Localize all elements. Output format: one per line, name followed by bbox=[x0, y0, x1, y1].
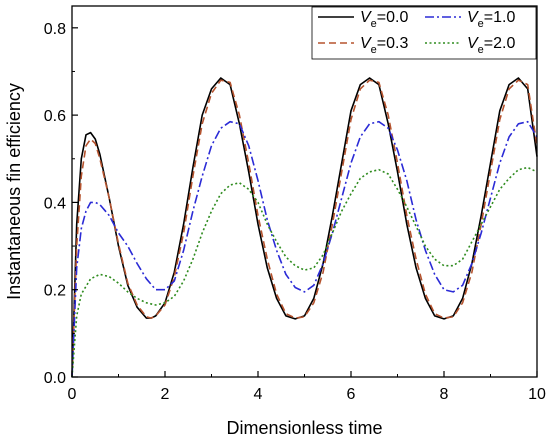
x-tick-label: 8 bbox=[440, 386, 449, 403]
x-tick-label: 4 bbox=[254, 386, 263, 403]
axis-ticks: 0 2 4 6 8 10 0.0 0.2 0.4 0.6 0.8 bbox=[44, 21, 546, 403]
y-tick-label: 0.0 bbox=[44, 370, 66, 387]
x-tick-label: 6 bbox=[347, 386, 356, 403]
y-tick-label: 0.4 bbox=[44, 195, 66, 212]
series-line-3 bbox=[71, 166, 538, 378]
legend-label-0: Ve=0.0 bbox=[360, 9, 408, 30]
legend: Ve=0.0 Ve=0.3 Ve=1.0 Ve=2.0 bbox=[311, 6, 537, 60]
series-line-2 bbox=[71, 120, 538, 378]
x-axis-title: Dimensionless time bbox=[226, 418, 382, 438]
legend-label-2: Ve=1.0 bbox=[467, 9, 515, 30]
x-tick-label: 2 bbox=[161, 386, 170, 403]
series-layer bbox=[71, 77, 538, 378]
plot-frame bbox=[71, 5, 538, 378]
y-axis-title: Instantaneous fin efficiency bbox=[4, 83, 24, 300]
x-tick-label: 10 bbox=[528, 386, 546, 403]
series-line-0 bbox=[71, 77, 538, 378]
legend-box bbox=[311, 6, 537, 60]
y-tick-label: 0.2 bbox=[44, 283, 66, 300]
series-line-1 bbox=[71, 79, 538, 378]
y-tick-label: 0.8 bbox=[44, 21, 66, 38]
legend-label-3: Ve=2.0 bbox=[467, 35, 515, 56]
y-tick-label: 0.6 bbox=[44, 108, 66, 125]
x-tick-label: 0 bbox=[68, 386, 77, 403]
legend-label-1: Ve=0.3 bbox=[360, 35, 408, 56]
